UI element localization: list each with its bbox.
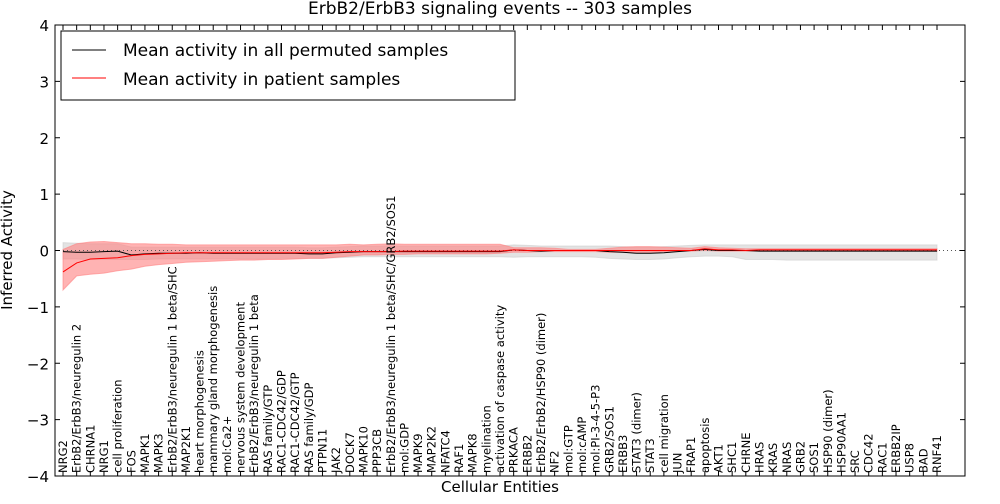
x-tick-label: RNF41 [930, 435, 944, 473]
x-tick-label: ERBB2IP [889, 424, 903, 473]
x-tick-label: HRAS [753, 442, 767, 473]
y-tick-label: 2 [39, 130, 49, 148]
x-tick-label: GRB2 [793, 441, 807, 473]
x-tick-label: KRAS [766, 443, 780, 473]
y-axis: −4 −3 −2 −1 0 1 2 3 4 [27, 17, 965, 486]
x-tick-label: ErbB2/ErbB3/neuregulin 2 [70, 324, 84, 473]
x-tick-label: NRAS [780, 442, 794, 473]
x-tick-label: ERBB2 [520, 435, 534, 473]
x-tick-label: NF2 [548, 450, 562, 473]
x-tick-label: PPP3CB [370, 429, 384, 473]
x-tick-label: MAPK8 [466, 433, 480, 473]
x-tick-label: RAC1 [875, 442, 889, 473]
legend-label-permuted: Mean activity in all permuted samples [123, 41, 448, 61]
patient-band-group [62, 240, 938, 292]
x-tick-label: JUN [671, 453, 685, 474]
x-tick-label: FOS [124, 450, 138, 473]
x-tick-label: MAPK3 [152, 433, 166, 473]
x-tick-label: cell proliferation [111, 379, 125, 473]
x-tick-label: DOCK7 [343, 432, 357, 473]
legend-box [60, 30, 516, 101]
x-tick-label: apoptosis [698, 418, 712, 473]
x-tick-label: RAC1-CDC42/GDP [275, 370, 289, 473]
x-axis: NRG2 ErbB2/ErbB3/neuregulin 2 CHRNA1 NRG1 ce… [56, 25, 944, 476]
x-tick-label: NFATC4 [438, 430, 452, 473]
x-tick-label: MAP2K1 [179, 426, 193, 473]
y-tick-label: −3 [27, 412, 49, 430]
x-tick-label: ErbB2/ErbB3/neuregulin 1 beta/SHC/GRB2/S… [384, 196, 398, 473]
x-tick-label: STAT3 [643, 438, 657, 473]
x-tick-label: mammary gland morphogenesis [206, 286, 220, 473]
x-tick-label: mol:Ca2+ [220, 416, 234, 473]
x-tick-label: FRAP1 [684, 437, 698, 473]
x-tick-label: USP8 [903, 443, 917, 473]
y-axis-label: Inferred Activity [0, 190, 16, 310]
y-tick-label: −1 [27, 299, 49, 317]
x-tick-label: CHRNA1 [83, 425, 97, 473]
x-tick-label: SRC [848, 450, 862, 473]
x-tick-label: NRG2 [56, 440, 70, 473]
x-tick-label: myelination [479, 405, 493, 473]
x-tick-label: HSP90 (dimer) [821, 389, 835, 473]
x-tick-label: CDC42 [862, 433, 876, 473]
x-tick-label: STAT3 (dimer) [630, 392, 644, 473]
x-tick-label: GRB2/SOS1 [602, 406, 616, 473]
x-tick-label: RAS family/GTP [261, 385, 275, 473]
x-tick-label: PRKACA [507, 427, 521, 473]
x-tick-label: NRG1 [97, 440, 111, 473]
legend-label-patient: Mean activity in patient samples [123, 70, 400, 90]
x-tick-label: AKT1 [712, 444, 726, 473]
x-tick-label: mol:cAMP [575, 417, 589, 473]
x-tick-label: JAK2 [329, 447, 343, 474]
x-tick-label: SHC1 [725, 442, 739, 473]
x-axis-label: Cellular Entities [441, 478, 559, 496]
x-tick-label: cell migration [657, 394, 671, 473]
legend: Mean activity in all permuted samples Me… [60, 30, 516, 101]
y-tick-label: 3 [39, 73, 49, 91]
patient-band [62, 240, 938, 292]
x-tick-label: mol:GTP [561, 425, 575, 473]
patient-mean-line [62, 248, 937, 273]
x-tick-label: mol:PI-3-4-5-P3 [589, 385, 603, 473]
x-tick-label: MAP2K2 [425, 426, 439, 473]
y-tick-label: −2 [27, 355, 49, 373]
x-tick-label: BAD [916, 448, 930, 473]
x-tick-label: HSP90AA1 [834, 412, 848, 473]
x-tick-label: RAS family/GDP [302, 383, 316, 473]
y-tick-label: 1 [39, 186, 49, 204]
x-tick-label: ErbB2/ErbB2/HSP90 (dimer) [534, 313, 548, 473]
x-tick-label: PTPN11 [316, 429, 330, 473]
x-tick-label: SOS1 [807, 442, 821, 473]
x-tick-label: nervous system development [234, 302, 248, 473]
chart-title: ErbB2/ErbB3 signaling events -- 303 samp… [308, 0, 692, 19]
x-tick-label: heart morphogenesis [193, 350, 207, 473]
x-tick-label: ERBB3 [616, 435, 630, 473]
y-tick-label: 0 [39, 243, 49, 261]
x-tick-label: CHRNE [739, 432, 753, 473]
x-tick-label: MAPK10 [356, 426, 370, 473]
x-tick-label: ErbB2/ErbB3/neuregulin 1 beta [247, 294, 261, 473]
x-tick-label: ErbB2/ErbB3/neuregulin 1 beta/SHC [165, 266, 179, 473]
y-tick-label: −4 [27, 468, 49, 486]
x-tick-label: mol:GDP [397, 423, 411, 473]
x-tick-label: activation of caspase activity [493, 305, 507, 473]
x-tick-label: RAF1 [452, 444, 466, 473]
y-tick-label: 4 [39, 17, 49, 35]
x-tick-label: MAPK1 [138, 433, 152, 473]
x-tick-label: MAPK9 [411, 433, 425, 473]
x-tick-label: RAC1-CDC42/GTP [288, 372, 302, 473]
